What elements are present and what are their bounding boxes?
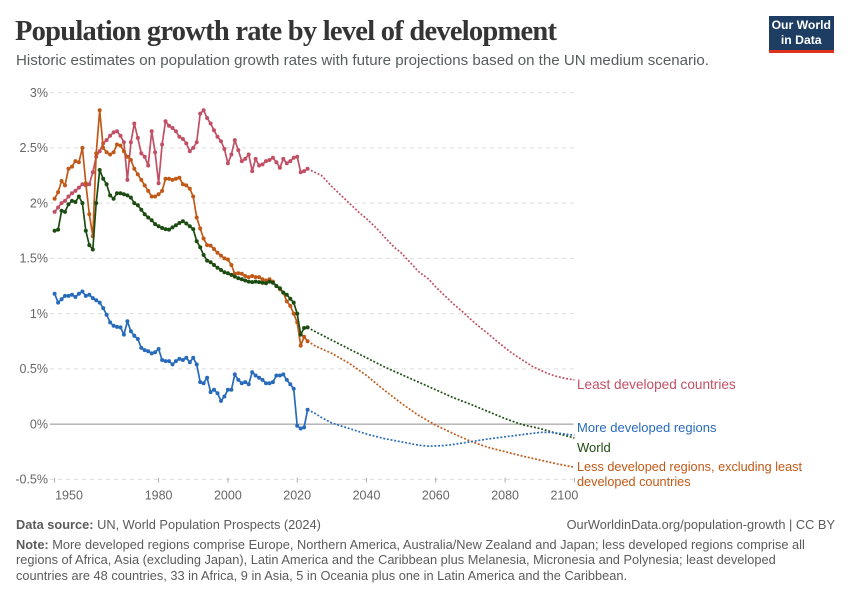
svg-text:developed countries: developed countries xyxy=(577,475,691,489)
svg-text:1980: 1980 xyxy=(145,489,173,503)
svg-text:2040: 2040 xyxy=(353,489,381,503)
svg-text:2%: 2% xyxy=(30,196,48,210)
svg-text:1.5%: 1.5% xyxy=(20,252,49,266)
svg-text:2.5%: 2.5% xyxy=(20,141,49,155)
svg-text:2080: 2080 xyxy=(491,489,519,503)
svg-text:2000: 2000 xyxy=(214,489,242,503)
svg-text:2100: 2100 xyxy=(550,489,578,503)
svg-text:Less developed regions, exclud: Less developed regions, excluding least xyxy=(577,460,802,474)
svg-text:World: World xyxy=(577,440,611,455)
svg-text:More developed regions: More developed regions xyxy=(577,420,717,435)
svg-text:2060: 2060 xyxy=(422,489,450,503)
svg-text:2020: 2020 xyxy=(283,489,311,503)
svg-text:3%: 3% xyxy=(30,86,48,100)
svg-text:-0.5%: -0.5% xyxy=(15,473,48,487)
svg-text:1%: 1% xyxy=(30,307,48,321)
svg-text:Least developed countries: Least developed countries xyxy=(577,377,736,392)
svg-text:0%: 0% xyxy=(30,417,48,431)
svg-text:1950: 1950 xyxy=(55,489,83,503)
svg-text:0.5%: 0.5% xyxy=(20,362,49,376)
